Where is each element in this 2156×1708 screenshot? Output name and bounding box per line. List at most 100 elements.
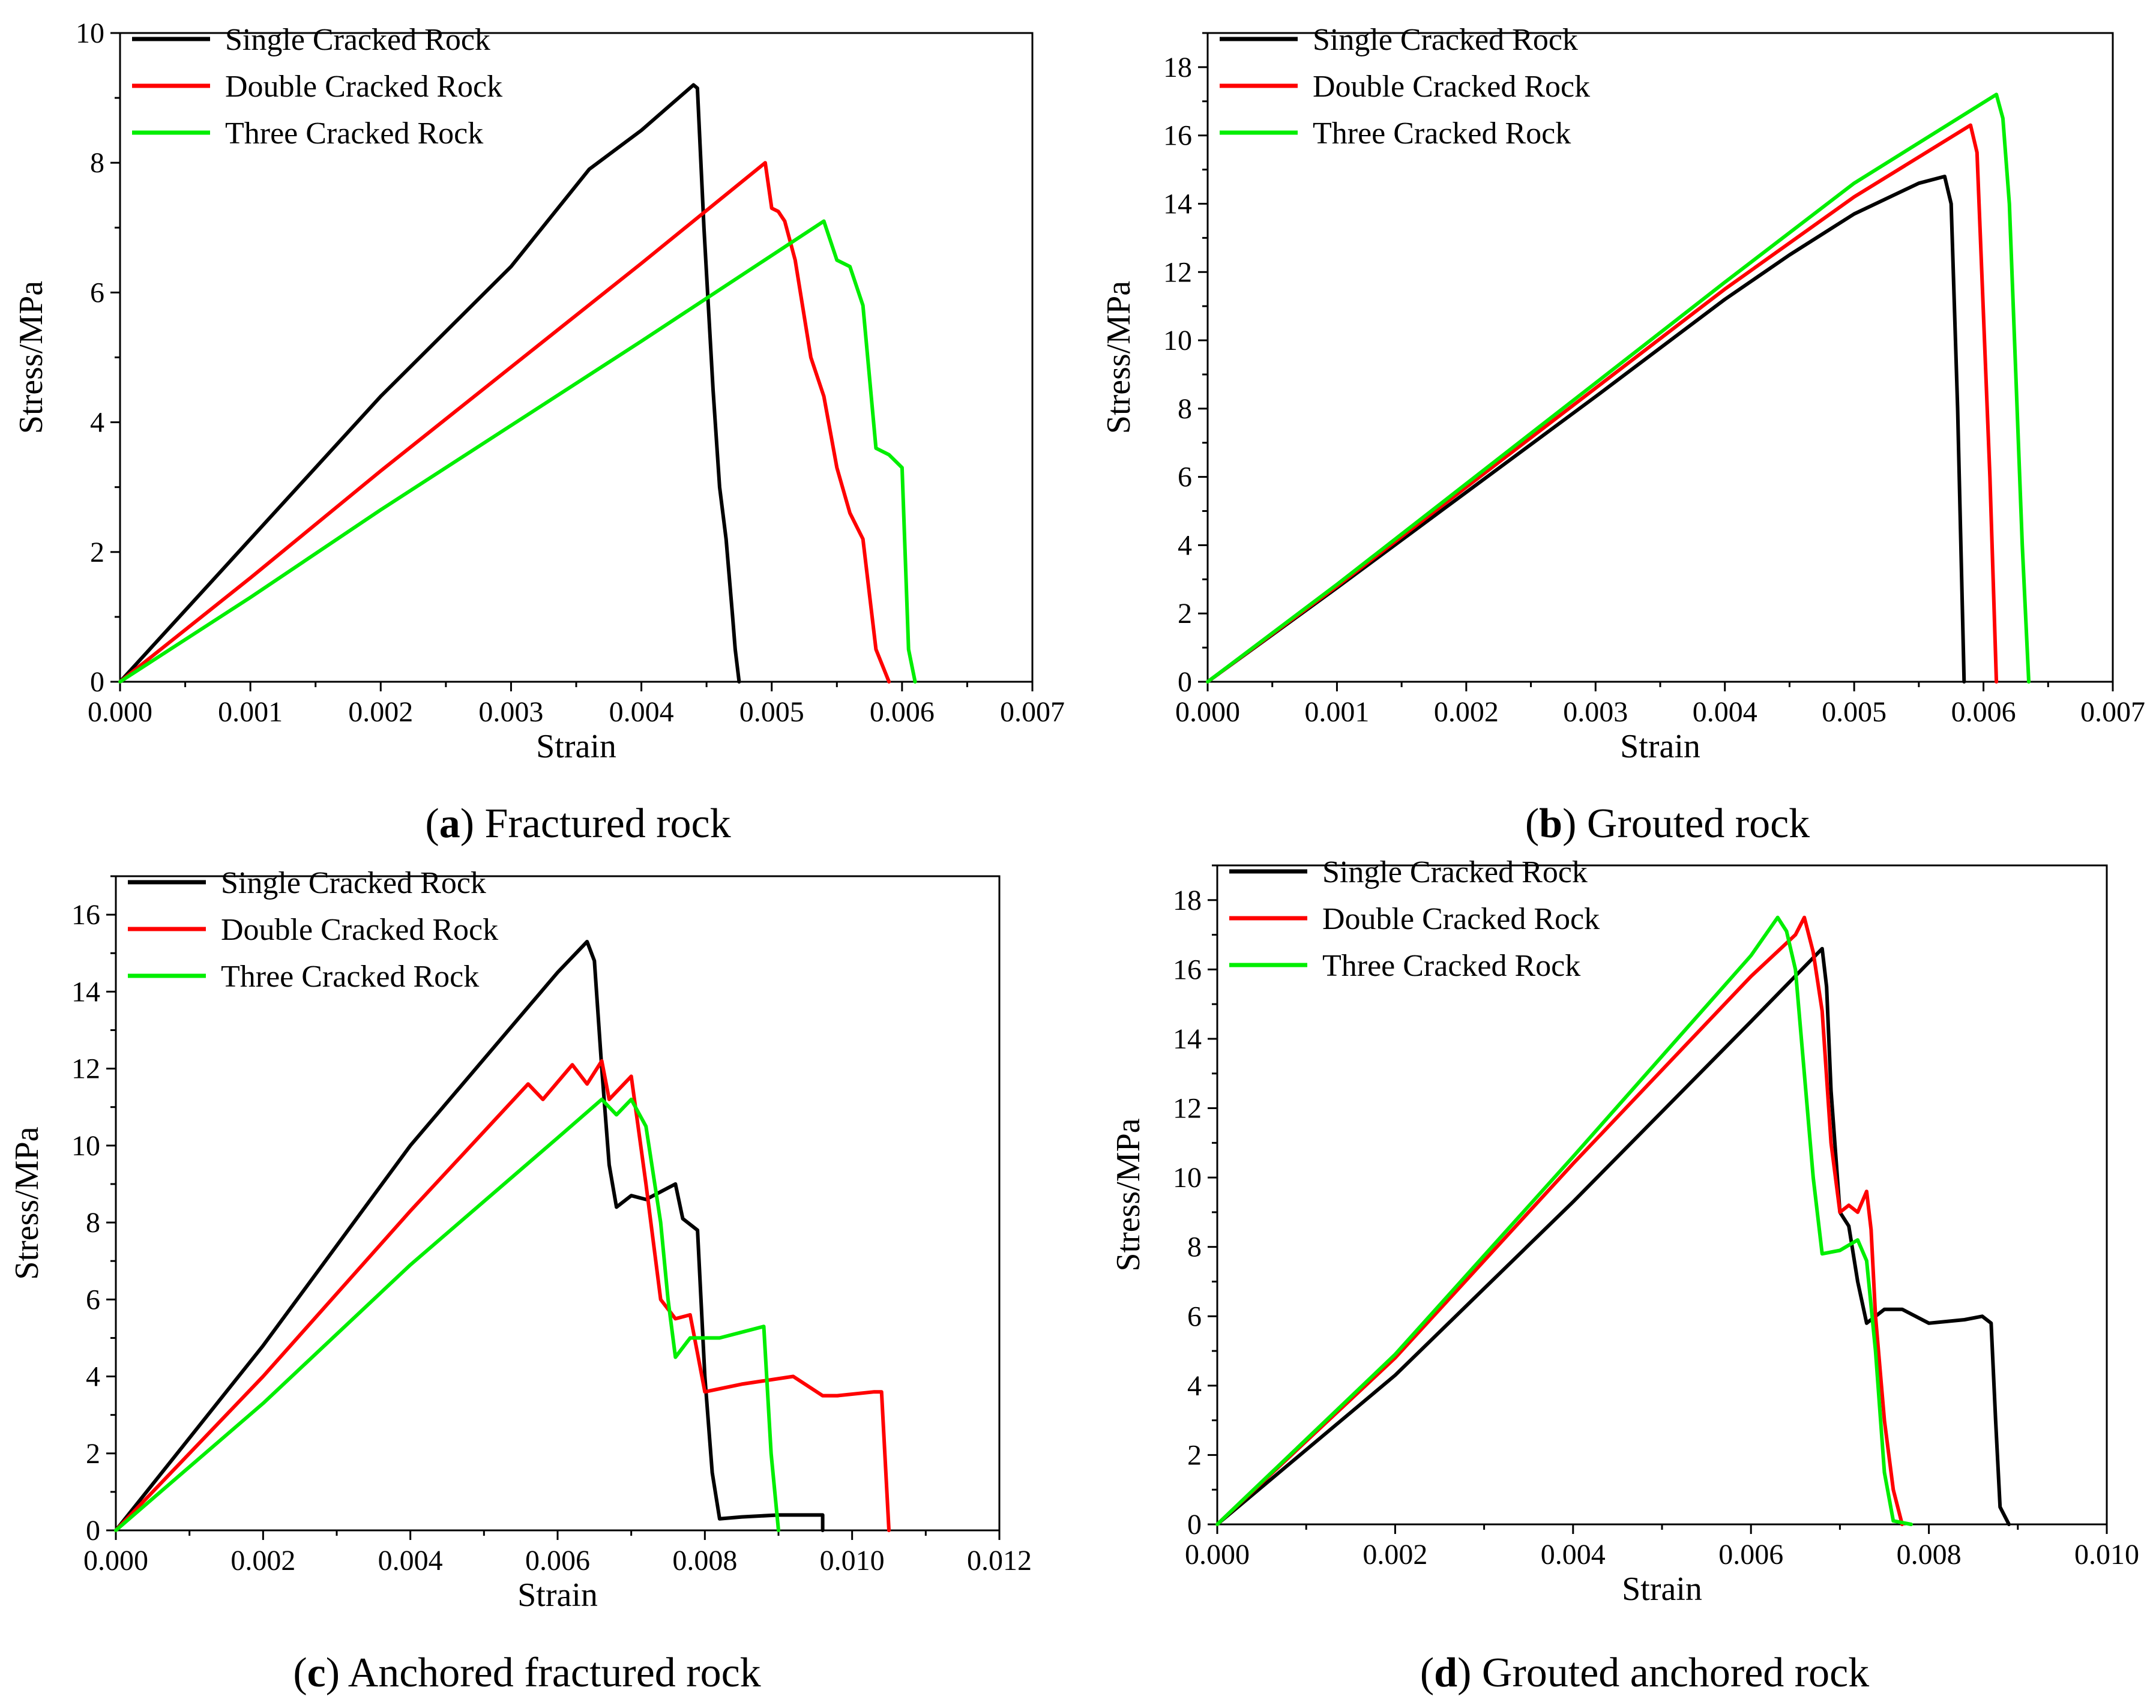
x-tick-label-d: 0.000 [1185, 1539, 1250, 1571]
x-tick-label-b: 0.006 [1951, 696, 2016, 728]
y-tick-label-a: 10 [76, 17, 104, 49]
series-line-b-1 [1206, 175, 1966, 684]
caption-c: (c) Anchored fractured rock [293, 1650, 760, 1696]
y-tick-label-b: 18 [1163, 52, 1192, 83]
y-tick-label-c: 10 [71, 1130, 100, 1162]
legend-label-d-3: Three Cracked Rock [1322, 949, 1580, 983]
x-tick-label-c: 0.000 [83, 1545, 148, 1577]
panel-d: 0.000 0.002 0.004 0.006 0.008 0.010 0 2 4 6 8 10 12 1… [1110, 855, 2139, 1608]
panel-a: 0.000 0.001 0.002 0.003 0.004 0.005 0.006 0.007… [13, 17, 1065, 765]
y-tick-label-d: 8 [1187, 1231, 1202, 1263]
x-tick-label-b: 0.003 [1563, 696, 1628, 728]
x-axis-title-d: Strain [1622, 1571, 1702, 1608]
y-tick-label-b: 4 [1178, 529, 1192, 561]
x-tick-label-c: 0.008 [672, 1545, 737, 1577]
y-tick-label-c: 12 [71, 1053, 100, 1085]
x-tick-label-b: 0.000 [1175, 696, 1240, 728]
legend-label-b-3: Three Cracked Rock [1313, 116, 1571, 151]
caption-a: (a) Fractured rock [425, 801, 730, 847]
y-tick-label-d: 14 [1173, 1023, 1202, 1055]
legend-label-d-1: Single Cracked Rock [1322, 855, 1588, 889]
y-tick-label-a: 2 [90, 537, 104, 568]
legend-label-a-2: Double Cracked Rock [225, 70, 502, 104]
caption-b: (b) Grouted rock [1525, 801, 1810, 847]
y-axis-title-d: Stress/MPa [1110, 1118, 1147, 1271]
x-tick-label-a: 0.001 [218, 696, 283, 728]
y-tick-label-d: 12 [1173, 1093, 1202, 1125]
legend-label-b-2: Double Cracked Rock [1313, 70, 1590, 104]
y-tick-label-b: 12 [1163, 256, 1192, 288]
x-tick-label-a: 0.006 [870, 696, 935, 728]
x-tick-label-b: 0.007 [2080, 696, 2145, 728]
y-tick-label-b: 8 [1178, 393, 1192, 425]
caption-d: (d) Grouted anchored rock [1420, 1650, 1869, 1696]
series-line-d-1 [1215, 946, 2011, 1526]
y-tick-label-b: 10 [1163, 325, 1192, 356]
y-tick-label-d: 16 [1173, 954, 1202, 985]
x-tick-label-a: 0.004 [609, 696, 674, 728]
y-axis-title-a: Stress/MPa [13, 281, 50, 434]
y-axis-title-b: Stress/MPa [1100, 281, 1137, 434]
x-tick-label-c: 0.002 [230, 1545, 295, 1577]
series-line-c-2 [114, 1059, 891, 1532]
x-tick-label-c: 0.012 [967, 1545, 1032, 1577]
x-tick-label-d: 0.004 [1541, 1539, 1606, 1571]
legend-label-c-3: Three Cracked Rock [221, 960, 479, 994]
y-tick-label-b: 2 [1178, 598, 1192, 630]
legend-label-a-3: Three Cracked Rock [225, 116, 483, 151]
x-tick-label-a: 0.000 [88, 696, 152, 728]
x-tick-label-a: 0.005 [739, 696, 804, 728]
panel-c: 0.000 0.002 0.004 0.006 0.008 0.010 0.012 0 2 4 6 8… [8, 866, 1032, 1614]
x-tick-label-a: 0.007 [1000, 696, 1065, 728]
x-tick-label-d: 0.002 [1363, 1539, 1427, 1571]
y-tick-label-b: 6 [1178, 462, 1192, 493]
legend-label-c-1: Single Cracked Rock [221, 866, 486, 900]
y-tick-label-c: 16 [71, 899, 100, 931]
y-tick-label-b: 14 [1163, 188, 1192, 220]
y-tick-label-a: 8 [90, 147, 104, 179]
x-tick-label-d: 0.006 [1718, 1539, 1783, 1571]
y-tick-label-d: 0 [1187, 1509, 1202, 1541]
legend-label-c-2: Double Cracked Rock [221, 913, 498, 947]
series-line-c-1 [114, 940, 825, 1532]
y-tick-label-c: 14 [71, 976, 100, 1008]
y-tick-label-c: 4 [86, 1361, 100, 1393]
x-tick-label-a: 0.002 [348, 696, 413, 728]
y-tick-label-a: 0 [90, 666, 104, 698]
y-tick-label-d: 6 [1187, 1301, 1202, 1332]
series-line-a-1 [118, 83, 741, 684]
y-tick-label-d: 10 [1173, 1162, 1202, 1194]
series-line-a-3 [118, 219, 917, 684]
series-line-b-2 [1206, 123, 1999, 684]
x-tick-label-d: 0.010 [2074, 1539, 2139, 1571]
legend-label-b-1: Single Cracked Rock [1313, 23, 1578, 57]
x-tick-label-c: 0.006 [525, 1545, 590, 1577]
y-tick-label-b: 0 [1178, 666, 1192, 698]
panel-b: 0.000 0.001 0.002 0.003 0.004 0.005 0.006 0.007… [1100, 23, 2145, 765]
x-tick-label-c: 0.010 [820, 1545, 885, 1577]
x-tick-label-b: 0.004 [1693, 696, 1757, 728]
legend-label-d-2: Double Cracked Rock [1322, 902, 1600, 936]
legend-label-a-1: Single Cracked Rock [225, 23, 490, 57]
y-tick-label-c: 2 [86, 1438, 100, 1470]
x-axis-title-c: Strain [517, 1577, 598, 1614]
x-tick-label-d: 0.008 [1897, 1539, 1962, 1571]
x-tick-label-a: 0.003 [478, 696, 543, 728]
y-tick-label-d: 4 [1187, 1370, 1202, 1402]
x-tick-label-b: 0.001 [1304, 696, 1369, 728]
y-tick-label-d: 2 [1187, 1439, 1202, 1471]
series-line-a-2 [118, 161, 891, 684]
series-line-b-3 [1206, 92, 2031, 684]
series-line-d-3 [1215, 915, 1913, 1526]
y-axis-title-c: Stress/MPa [8, 1126, 46, 1279]
series-line-c-3 [114, 1097, 780, 1532]
x-tick-label-b: 0.005 [1822, 696, 1886, 728]
y-tick-label-c: 0 [86, 1515, 100, 1547]
y-tick-label-a: 6 [90, 277, 104, 308]
x-axis-title-a: Strain [536, 728, 616, 765]
x-axis-title-b: Strain [1620, 728, 1700, 765]
series-line-d-2 [1215, 915, 1905, 1526]
x-tick-label-c: 0.004 [378, 1545, 443, 1577]
y-tick-label-b: 16 [1163, 120, 1192, 152]
